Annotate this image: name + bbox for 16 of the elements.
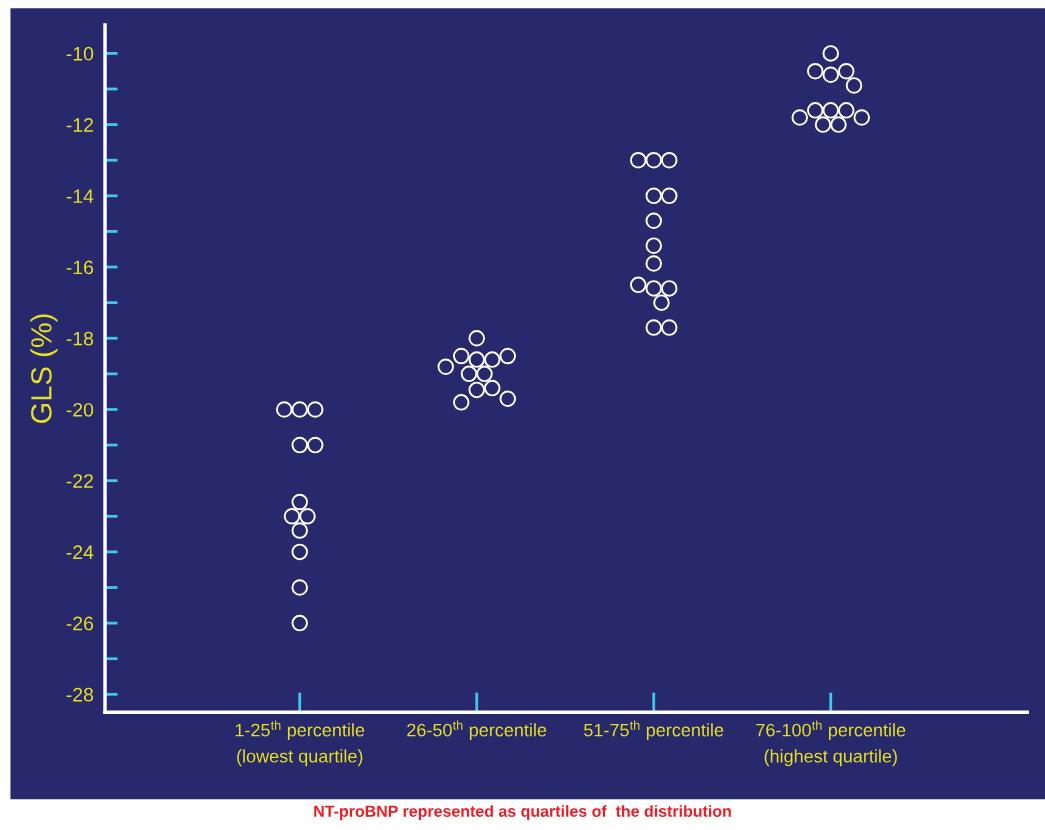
y-axis-title: GLS (%)	[30, 314, 58, 423]
y-tick-label: -22	[66, 474, 93, 488]
y-tick-label: -20	[66, 402, 94, 417]
x-tick-label: 76-100$^{th}$ percentile (highest quartile)	[756, 720, 906, 767]
y-tick-label: -12	[66, 118, 93, 132]
y-tick-label: -14	[66, 189, 94, 203]
y-tick-label: -16	[66, 260, 94, 275]
y-tick-label: -28	[66, 687, 94, 702]
y-tick-label: -18	[66, 331, 94, 346]
y-tick-label: -24	[66, 545, 94, 559]
x-axis-title: NT-proBNP represented as quartiles of the distribution	[314, 805, 731, 821]
x-tick-label: 51-75$^{th}$ percentile	[584, 720, 724, 741]
x-tick-label: 26-50$^{th}$ percentile	[407, 720, 547, 741]
y-tick-label: -26	[66, 616, 94, 631]
x-tick-label: 1-25$^{th}$ percentile (lowest quartile)	[235, 720, 365, 767]
y-tick-label: -10	[66, 46, 94, 61]
